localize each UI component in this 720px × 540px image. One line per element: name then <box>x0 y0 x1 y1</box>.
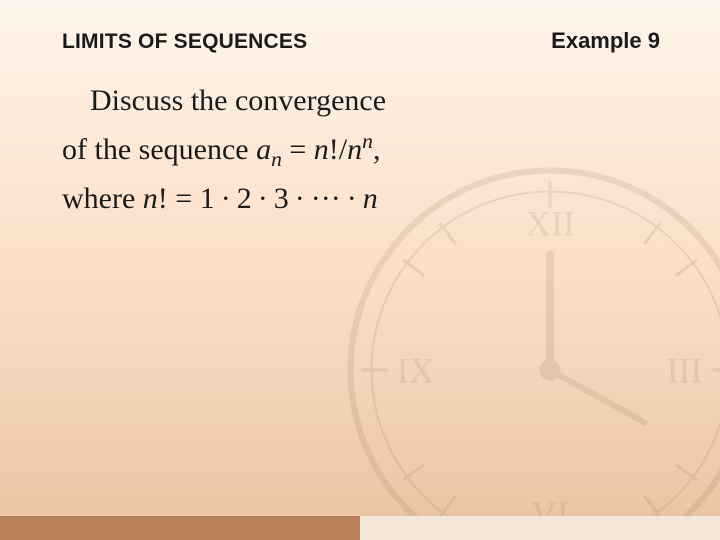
line3-dot3: · <box>289 182 311 215</box>
line3-two: 2 <box>237 182 252 215</box>
svg-text:IX: IX <box>397 351 435 391</box>
line3-prefix: where <box>62 182 143 215</box>
line2-sub-n: n <box>271 147 282 171</box>
line2-n2: n <box>347 133 362 166</box>
line3-fact: ! <box>158 182 168 215</box>
line3-ellipsis: ··· <box>311 182 341 215</box>
example-label: Example 9 <box>551 28 660 54</box>
line3-dot2: · <box>252 182 274 215</box>
body-line-1: Discuss the convergence <box>90 78 660 125</box>
divider-right <box>360 516 720 540</box>
line2-n: n <box>314 133 329 166</box>
body-line-2: of the sequence an = n!/nn, <box>62 125 660 176</box>
line2-eq: = <box>282 133 314 166</box>
line2-slash: / <box>339 133 347 166</box>
line2-a: a <box>256 133 271 166</box>
line2-comma: , <box>373 133 381 166</box>
line2-prefix: of the sequence <box>62 133 256 166</box>
line3-final-n: n <box>363 182 378 215</box>
line2-sup-n: n <box>362 129 373 153</box>
line2-fact: ! <box>329 133 339 166</box>
line3-n: n <box>143 182 158 215</box>
header-row: LIMITS OF SEQUENCES Example 9 <box>62 28 660 54</box>
bottom-divider <box>0 516 720 540</box>
body-text: Discuss the convergence of the sequence … <box>62 78 660 222</box>
line3-dot4: · <box>341 182 363 215</box>
line3-eq: = 1 <box>168 182 215 215</box>
slide: XII III VI IX LIMITS OF SEQUENCES Exampl… <box>0 0 720 540</box>
section-title: LIMITS OF SEQUENCES <box>62 30 307 54</box>
body-line-3: where n! = 1·2·3·····n <box>62 176 660 223</box>
line3-three: 3 <box>274 182 289 215</box>
line3-dot1: · <box>215 182 237 215</box>
divider-left <box>0 516 360 540</box>
svg-text:III: III <box>667 351 703 391</box>
